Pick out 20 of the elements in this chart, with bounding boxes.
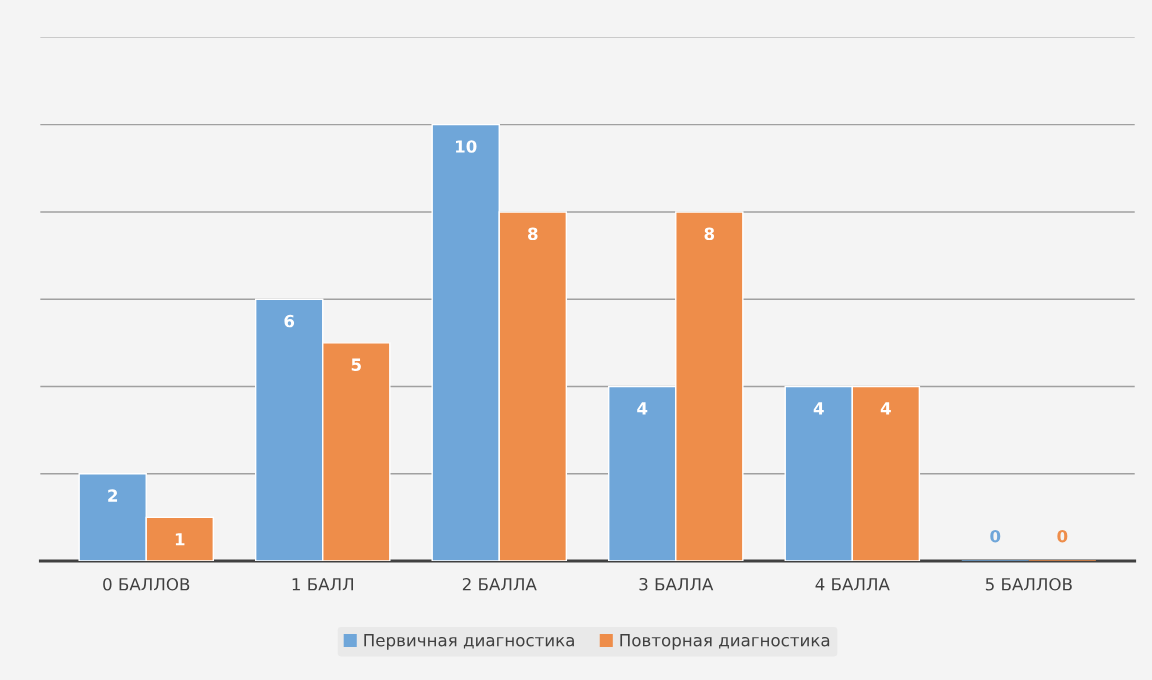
x-tick-label: 3 БАЛЛА — [639, 577, 714, 591]
x-tick-label: 4 БАЛЛА — [815, 578, 890, 591]
x-tick-label: 2 БАЛЛА — [462, 577, 537, 591]
legend-label: Повторная диагностика — [620, 634, 830, 650]
data-label: 5 — [351, 358, 361, 372]
data-label: 1 — [175, 533, 185, 546]
x-tick-label: 1 БАЛЛ — [292, 578, 353, 591]
data-label: 8 — [528, 227, 538, 241]
data-label: 4 — [880, 402, 891, 415]
data-label: 0 — [990, 529, 1001, 543]
data-label: 6 — [284, 314, 295, 328]
data-label: 4 — [637, 402, 648, 415]
x-tick-label: 5 БАЛЛОВ — [985, 577, 1072, 591]
data-label: 2 — [108, 489, 118, 502]
x-tick-label: 0 БАЛЛОВ — [103, 577, 190, 591]
data-label: 0 — [1057, 529, 1068, 543]
legend-label: Первичная диагностика — [364, 634, 574, 650]
data-label: 4 — [813, 402, 824, 415]
data-label: 10 — [456, 140, 477, 153]
data-label: 8 — [704, 227, 715, 241]
